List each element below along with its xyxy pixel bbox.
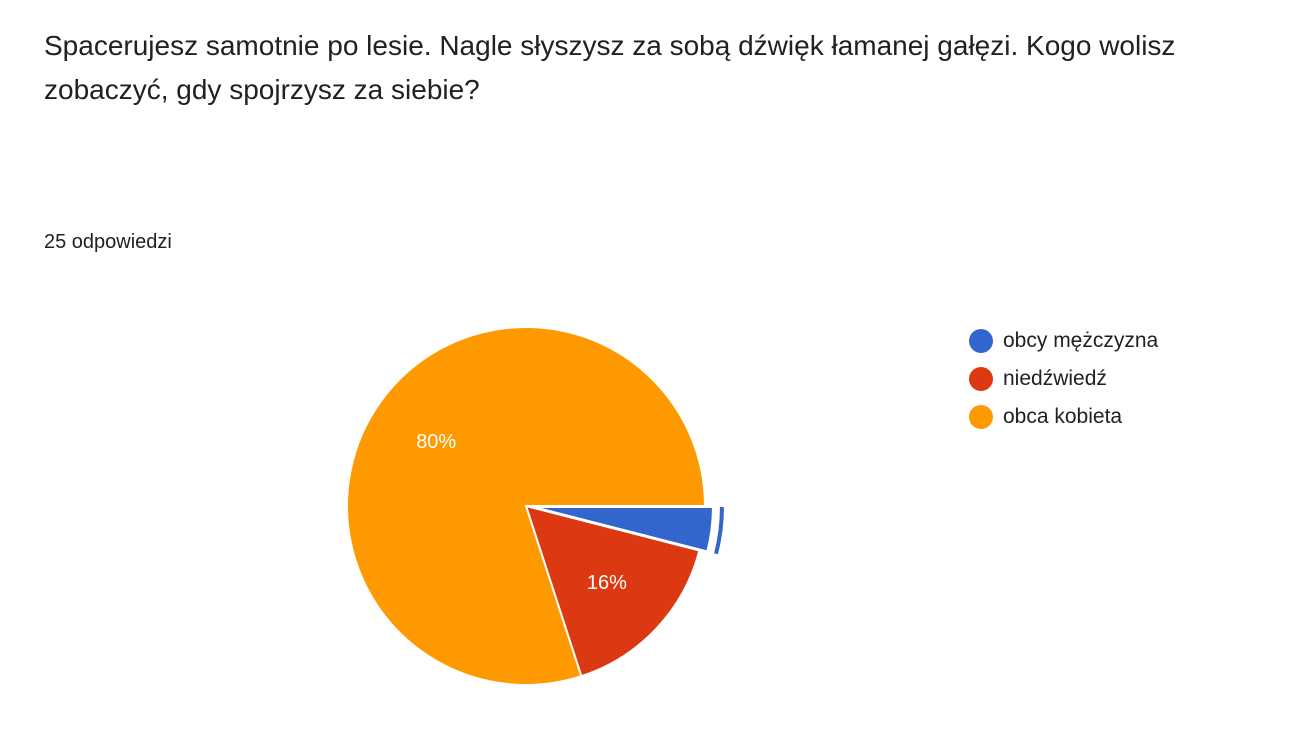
chart-legend: obcy mężczyzna niedźwiedź obca kobieta: [969, 322, 1158, 436]
legend-item[interactable]: niedźwiedź: [969, 360, 1158, 398]
response-count: 25 odpowiedzi: [44, 231, 172, 253]
legend-label: obca kobieta: [1003, 405, 1123, 428]
pie-slice[interactable]: [533, 506, 714, 553]
legend-item[interactable]: obcy mężczyzna: [969, 322, 1158, 360]
pie-slices: [346, 326, 724, 686]
legend-swatch: [969, 367, 993, 391]
pie-slice[interactable]: [524, 504, 701, 678]
legend-label: obcy mężczyzna: [1003, 329, 1159, 352]
legend-label: niedźwiedź: [1003, 367, 1107, 390]
legend-swatch: [969, 405, 993, 429]
pie-slice[interactable]: [346, 326, 707, 686]
legend-item[interactable]: obca kobieta: [969, 398, 1158, 436]
pie-slice-label: 16%: [587, 572, 627, 594]
legend-swatch: [969, 329, 993, 353]
pie-slice-label: 80%: [416, 431, 456, 453]
question-title: Spacerujesz samotnie po lesie. Nagle sły…: [44, 30, 1176, 105]
pie-slice-highlight: [714, 506, 724, 555]
pie-slice-labels: 16% 80%: [416, 431, 627, 594]
